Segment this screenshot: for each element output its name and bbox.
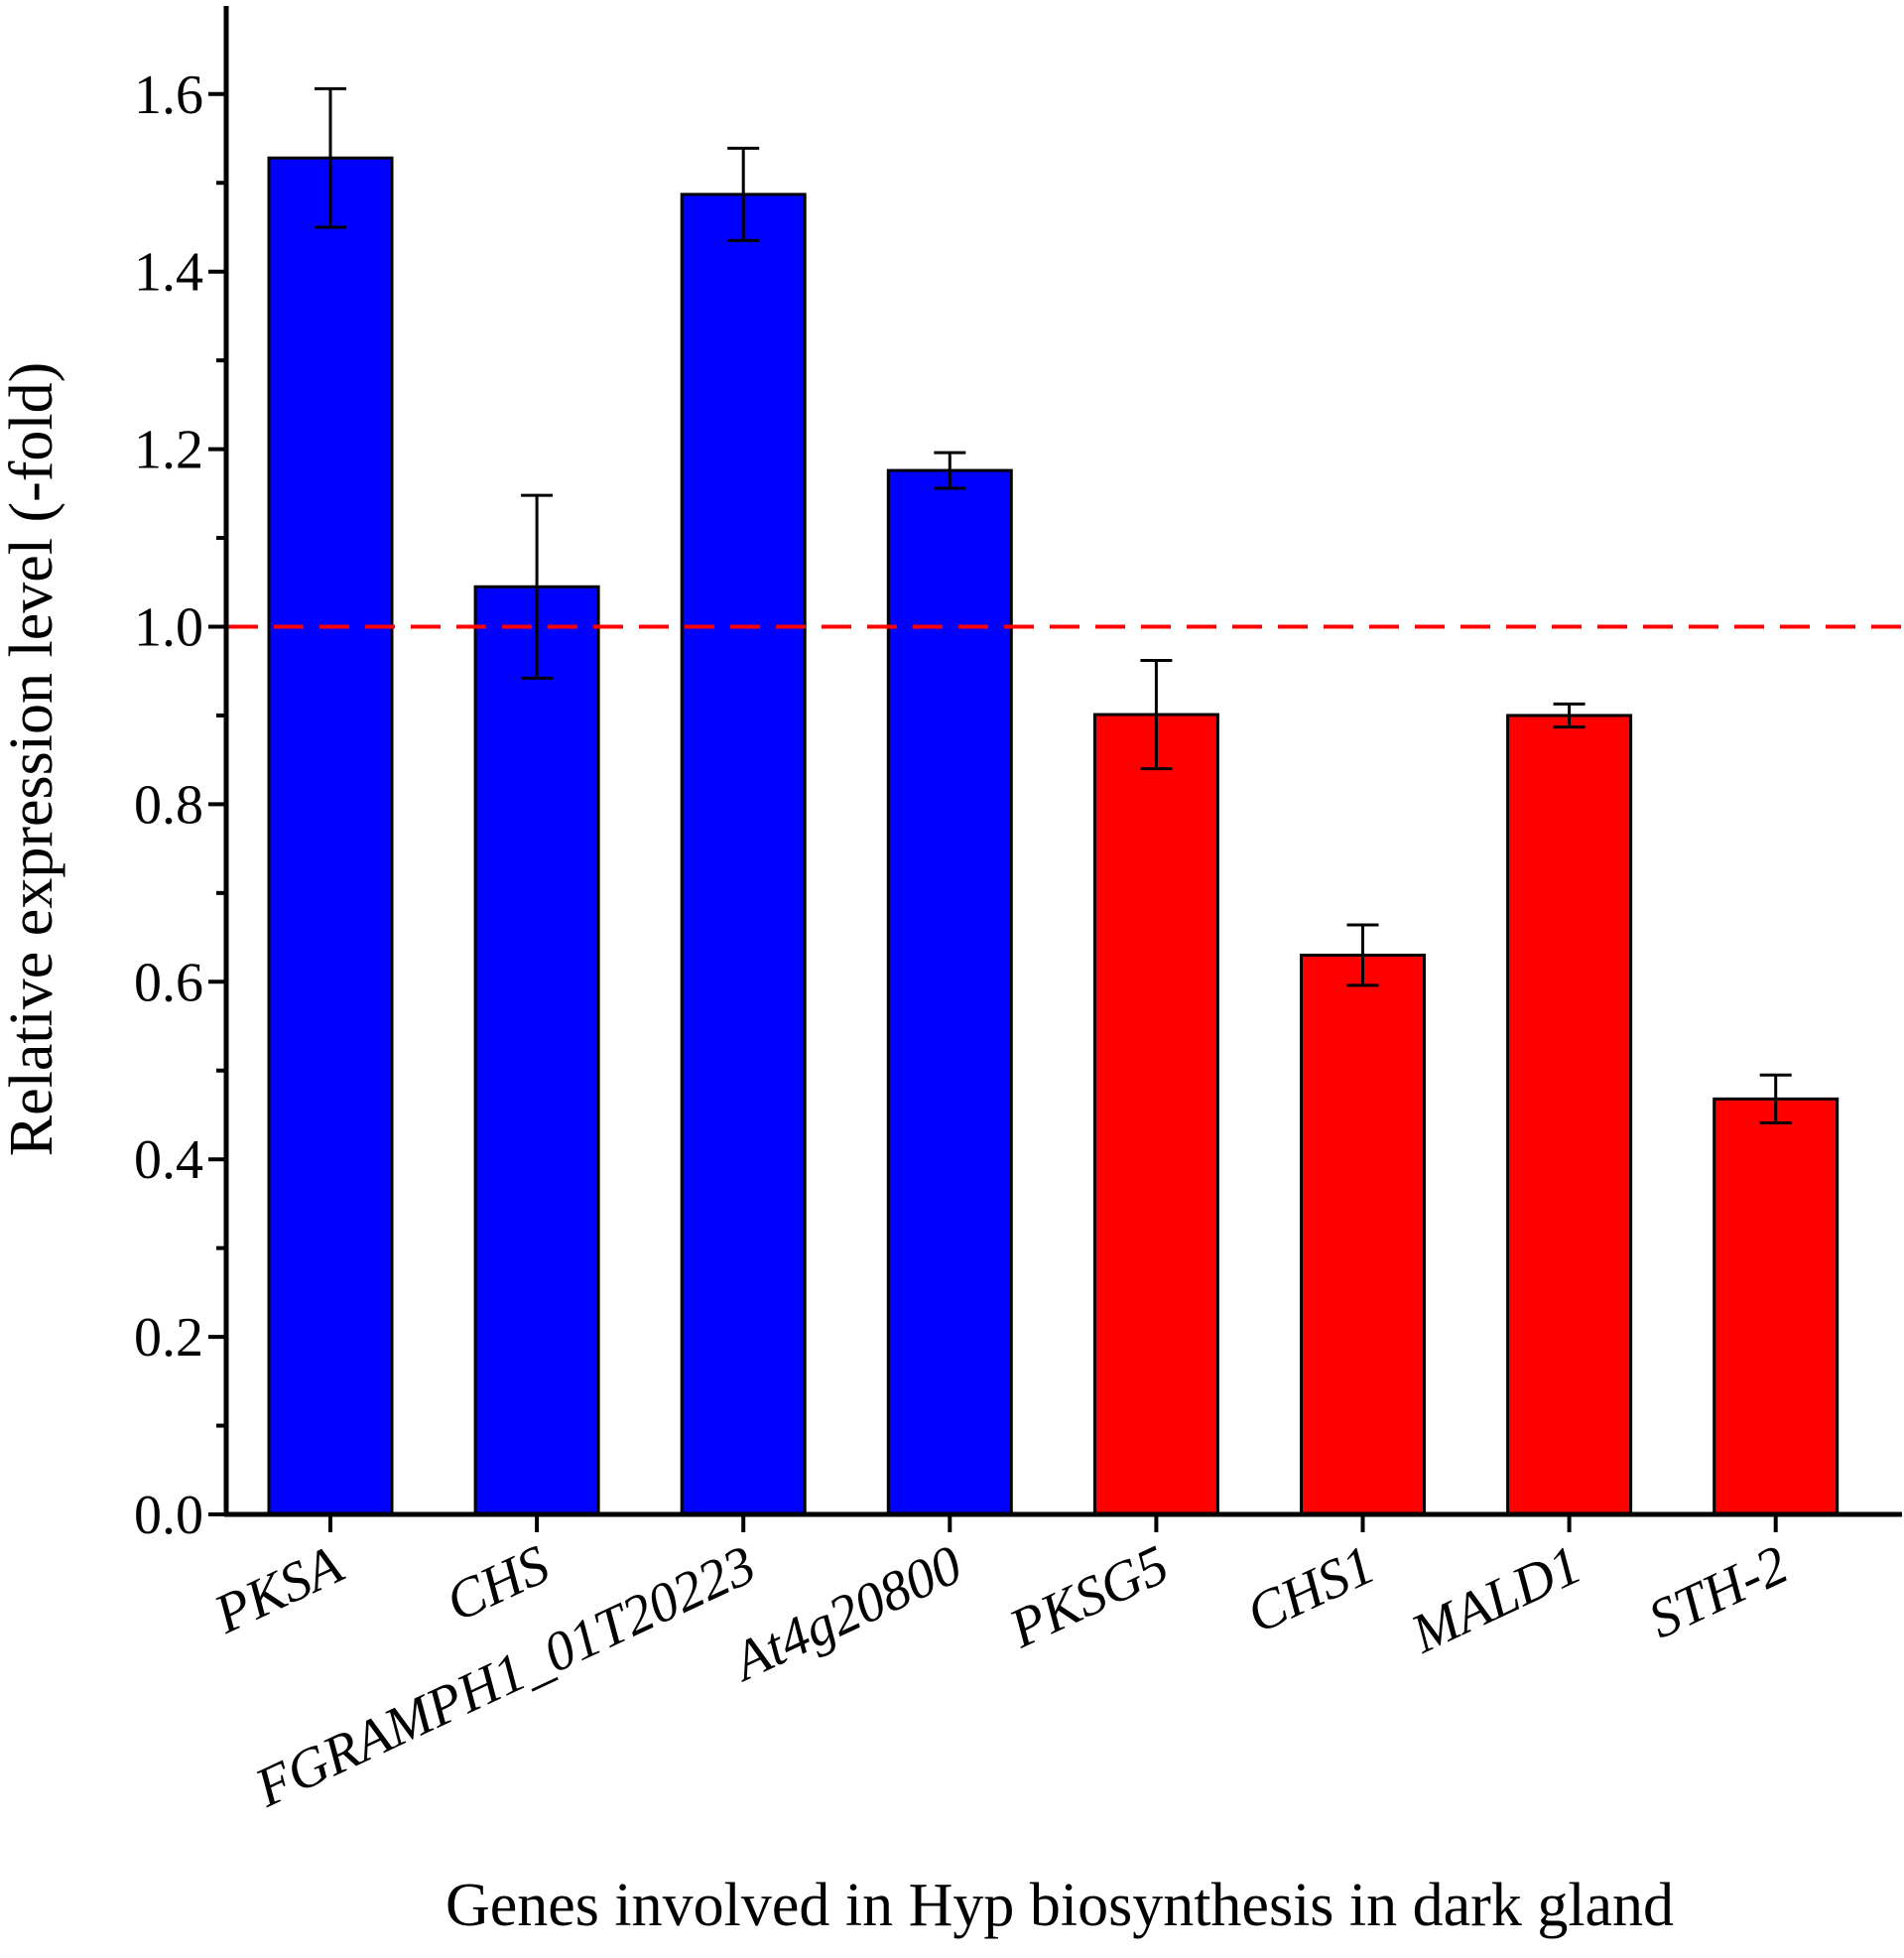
y-tick-label: 0.6 [134,952,203,1013]
bar-PKSA [267,156,394,1516]
x-tick-label-At4g20800: At4g20800 [720,1534,971,1695]
y-axis-title: Relative expression level (-fold) [0,362,65,1157]
bars-layer [267,86,1840,1516]
error-bar-CHS [521,493,554,680]
axis-layer [223,6,1902,1517]
bar-FGRAMPH1_01T20223 [680,193,807,1516]
y-tick-label: 1.2 [134,420,203,481]
x-tick-label-PKSG5: PKSG5 [1000,1534,1178,1661]
x-tick-label-MALD1: MALD1 [1401,1534,1590,1666]
x-axis-title: Genes involved in Hyp biosynthesis in da… [445,1872,1674,1939]
error-bar-FGRAMPH1_01T20223 [727,146,760,242]
y-tick-label: 1.4 [134,242,203,304]
y-tick-label: 0.8 [134,774,203,836]
error-bar-MALD1 [1553,702,1586,729]
y-tick-label: 0.0 [134,1485,203,1546]
x-tick-label-CHS: CHS [438,1534,559,1634]
bar-PKSG5 [1092,713,1219,1516]
error-bar-CHS1 [1346,923,1379,987]
x-tick-label-CHS1: CHS1 [1238,1534,1384,1646]
bar-CHS [473,585,600,1516]
bar-MALD1 [1506,714,1633,1516]
x-tick-label-STH-2: STH-2 [1639,1534,1797,1651]
y-ticks-layer: 0.0 0.2 0.4 0.6 0.8 1.0 1.2 1.4 1.6 [134,65,226,1546]
error-bar-PKSA [315,86,346,229]
error-bar-At4g20800 [934,451,966,490]
bar-STH-2 [1713,1097,1840,1516]
x-tick-label-PKSA: PKSA [204,1533,352,1645]
y-tick-label: 0.2 [134,1307,203,1369]
y-tick-label: 0.4 [134,1129,203,1191]
bar-CHS1 [1300,953,1426,1516]
y-tick-label: 1.6 [134,65,203,126]
error-bar-PKSG5 [1140,658,1173,771]
bar-At4g20800 [886,468,1013,1516]
y-tick-label: 1.0 [134,597,203,659]
error-bar-STH-2 [1759,1073,1792,1125]
